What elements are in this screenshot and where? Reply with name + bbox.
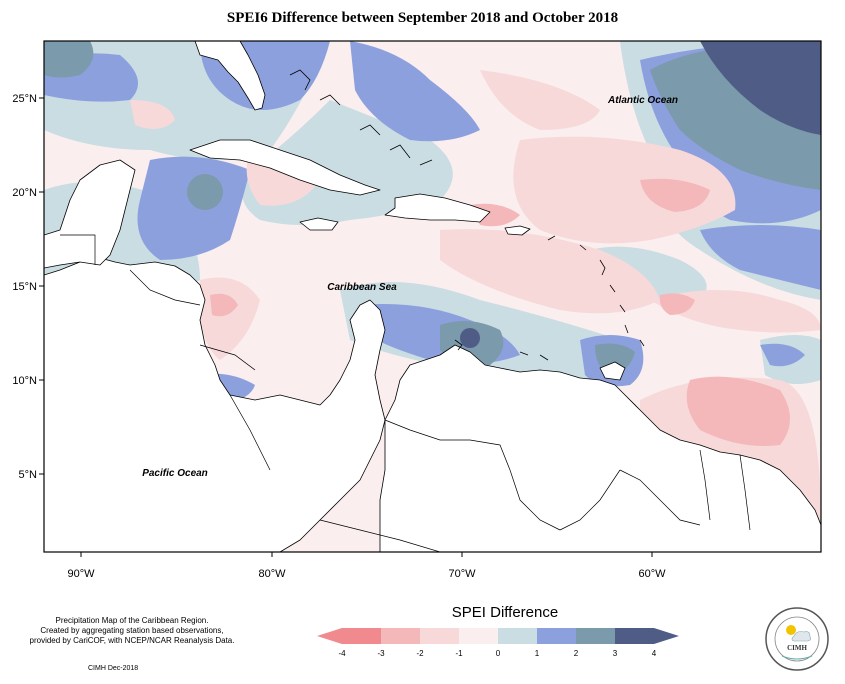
logo-text: CIMH <box>787 644 807 652</box>
land-south-america <box>379 344 821 552</box>
legend-swatch <box>459 628 498 644</box>
legend-tick-label: -2 <box>416 649 424 658</box>
spei-field <box>44 41 821 552</box>
y-tick-label: 15°N <box>12 281 37 293</box>
legend-tick-label: -1 <box>455 649 463 658</box>
country-borders <box>60 234 751 552</box>
legend-tick-label: 0 <box>496 649 501 658</box>
x-tick-label: 90°W <box>67 568 95 580</box>
legend-tick-label: 3 <box>613 649 618 658</box>
y-tick-label: 5°N <box>19 469 38 481</box>
x-tick-label: 80°W <box>258 568 286 580</box>
small-islands <box>289 69 645 361</box>
legend-tick-label: 1 <box>535 649 540 658</box>
land-yucatan <box>44 159 136 269</box>
y-tick-label: 10°N <box>12 375 37 387</box>
land-florida <box>194 41 266 111</box>
land-puerto-rico <box>504 225 531 236</box>
y-tick-label: 20°N <box>12 187 37 199</box>
plot-border <box>43 40 822 553</box>
x-tick-label: 70°W <box>448 568 476 580</box>
atlantic-ocean-label: Atlantic Ocean <box>607 95 678 106</box>
legend-swatch <box>537 628 576 644</box>
credit-date: CIMH Dec-2018 <box>88 665 139 672</box>
legend-title: SPEI Difference <box>451 604 559 621</box>
x-tick-label: 60°W <box>638 568 666 580</box>
legend-swatch <box>498 628 537 644</box>
spei-band-neg2-neg3 <box>210 178 790 446</box>
cloud-icon <box>791 631 811 642</box>
cimh-logo: CIMH <box>765 607 829 671</box>
legend-swatch <box>381 628 420 644</box>
credit-line: Precipitation Map of the Caribbean Regio… <box>55 616 209 625</box>
legend-tick-label: 2 <box>574 649 579 658</box>
legend-swatches <box>317 628 679 644</box>
land-trinidad <box>599 361 626 381</box>
caribbean-sea-label: Caribbean Sea <box>327 282 397 293</box>
land-masses <box>44 41 821 552</box>
credit-line: provided by CariCOF, with NCEP/NCAR Rean… <box>29 636 235 645</box>
land-central-america <box>44 257 386 552</box>
pacific-ocean-label: Pacific Ocean <box>142 468 208 479</box>
land-hispaniola <box>384 193 491 223</box>
spei-band-3-4 <box>460 41 821 348</box>
credit-line: Created by aggregating station based obs… <box>40 626 224 635</box>
map-frame: 90°W 80°W 70°W 60°W 25°N 20°N 15°N 10°N … <box>12 40 822 580</box>
map-title: SPEI6 Difference between September 2018 … <box>226 10 619 26</box>
land-cuba <box>189 139 381 196</box>
legend-ticks: -4 -3 -2 -1 0 1 2 3 4 <box>338 649 656 658</box>
sun-icon <box>786 625 796 635</box>
legend-tick-label: -4 <box>338 649 346 658</box>
legend-swatch <box>615 628 679 644</box>
legend-swatch <box>317 628 381 644</box>
land-jamaica <box>299 217 339 231</box>
legend-swatch <box>420 628 459 644</box>
legend-colorbar: -4 -3 -2 -1 0 1 2 3 4 <box>317 628 679 658</box>
legend-swatch <box>576 628 615 644</box>
credits: Precipitation Map of the Caribbean Regio… <box>22 616 242 646</box>
y-tick-label: 25°N <box>12 93 37 105</box>
legend-tick-label: 4 <box>652 649 657 658</box>
legend-tick-label: -3 <box>377 649 385 658</box>
axis-ticks <box>39 97 653 557</box>
